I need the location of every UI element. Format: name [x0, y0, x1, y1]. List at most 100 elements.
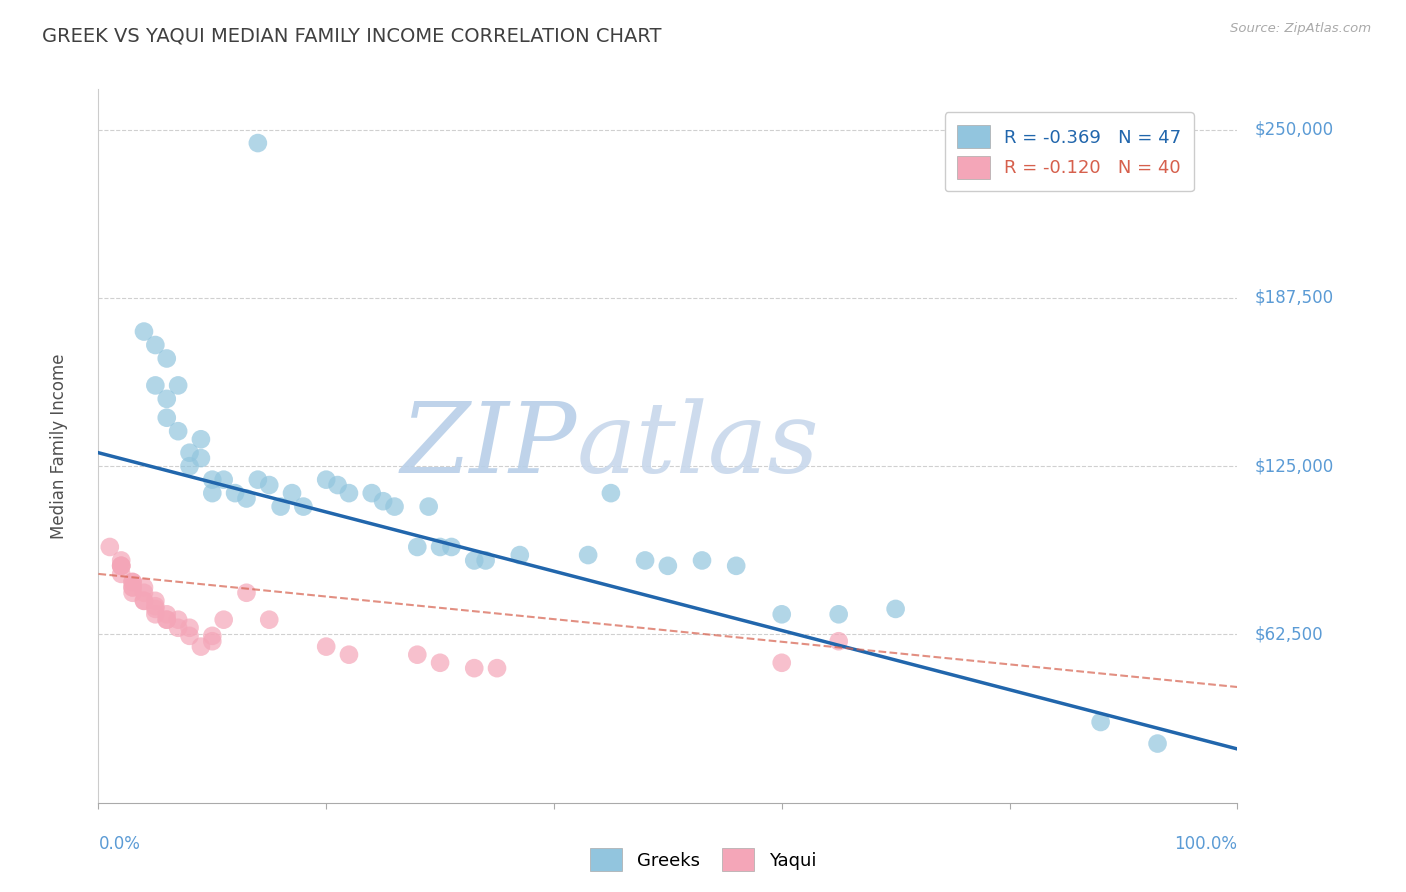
Text: ZIP: ZIP — [401, 399, 576, 493]
Point — [315, 640, 337, 654]
Point — [224, 486, 246, 500]
Text: atlas: atlas — [576, 399, 820, 493]
Point — [132, 586, 155, 600]
Text: 0.0%: 0.0% — [98, 835, 141, 853]
Point — [474, 553, 496, 567]
Point — [384, 500, 406, 514]
Point — [576, 548, 599, 562]
Point — [634, 553, 657, 567]
Point — [145, 599, 167, 614]
Point — [725, 558, 748, 573]
Point — [337, 486, 360, 500]
Point — [121, 574, 143, 589]
Point — [418, 500, 440, 514]
Point — [600, 486, 623, 500]
Point — [201, 634, 224, 648]
Point — [463, 553, 485, 567]
Point — [201, 473, 224, 487]
Point — [145, 594, 167, 608]
Point — [110, 558, 132, 573]
Point — [121, 580, 143, 594]
Point — [406, 540, 429, 554]
Point — [429, 540, 451, 554]
Point — [212, 473, 235, 487]
Point — [98, 540, 121, 554]
Point — [246, 136, 269, 150]
Point — [121, 574, 143, 589]
Point — [1090, 714, 1112, 729]
Point — [246, 473, 269, 487]
Text: Source: ZipAtlas.com: Source: ZipAtlas.com — [1230, 22, 1371, 36]
Point — [281, 486, 304, 500]
Point — [201, 629, 224, 643]
Point — [326, 478, 349, 492]
Point — [145, 378, 167, 392]
Point — [360, 486, 382, 500]
Legend: Greeks, Yaqui: Greeks, Yaqui — [582, 841, 824, 879]
Point — [259, 478, 281, 492]
Point — [190, 451, 212, 466]
Point — [110, 558, 132, 573]
Text: $187,500: $187,500 — [1254, 289, 1333, 307]
Point — [235, 586, 257, 600]
Point — [212, 613, 235, 627]
Text: GREEK VS YAQUI MEDIAN FAMILY INCOME CORRELATION CHART: GREEK VS YAQUI MEDIAN FAMILY INCOME CORR… — [42, 27, 662, 45]
Point — [167, 378, 190, 392]
Point — [235, 491, 257, 506]
Text: $62,500: $62,500 — [1254, 625, 1323, 643]
Point — [770, 656, 793, 670]
Point — [429, 656, 451, 670]
Text: 100.0%: 100.0% — [1174, 835, 1237, 853]
Point — [292, 500, 315, 514]
Point — [463, 661, 485, 675]
Point — [828, 607, 851, 622]
Point — [145, 338, 167, 352]
Point — [259, 613, 281, 627]
Point — [440, 540, 463, 554]
Point — [121, 580, 143, 594]
Point — [371, 494, 394, 508]
Point — [167, 621, 190, 635]
Point — [156, 613, 179, 627]
Point — [690, 553, 713, 567]
Legend: R = -0.369   N = 47, R = -0.120   N = 40: R = -0.369 N = 47, R = -0.120 N = 40 — [945, 112, 1194, 192]
Point — [486, 661, 509, 675]
Point — [156, 607, 179, 622]
Point — [406, 648, 429, 662]
Point — [509, 548, 531, 562]
Point — [179, 629, 201, 643]
Point — [145, 602, 167, 616]
Point — [132, 594, 155, 608]
Text: $125,000: $125,000 — [1254, 458, 1334, 475]
Point — [770, 607, 793, 622]
Point — [156, 613, 179, 627]
Point — [190, 640, 212, 654]
Point — [132, 594, 155, 608]
Point — [156, 392, 179, 406]
Point — [1146, 737, 1168, 751]
Point — [156, 410, 179, 425]
Point — [132, 325, 155, 339]
Point — [315, 473, 337, 487]
Point — [884, 602, 907, 616]
Point — [179, 446, 201, 460]
Point — [132, 580, 155, 594]
Point — [337, 648, 360, 662]
Point — [145, 607, 167, 622]
Point — [156, 351, 179, 366]
Point — [828, 634, 851, 648]
Point — [110, 566, 132, 581]
Point — [110, 553, 132, 567]
Point — [110, 558, 132, 573]
Point — [190, 432, 212, 446]
Point — [167, 613, 190, 627]
Point — [121, 586, 143, 600]
Point — [201, 486, 224, 500]
Point — [167, 424, 190, 438]
Point — [179, 621, 201, 635]
Text: $250,000: $250,000 — [1254, 120, 1333, 138]
Point — [270, 500, 292, 514]
Point — [179, 459, 201, 474]
Text: Median Family Income: Median Family Income — [49, 353, 67, 539]
Point — [657, 558, 679, 573]
